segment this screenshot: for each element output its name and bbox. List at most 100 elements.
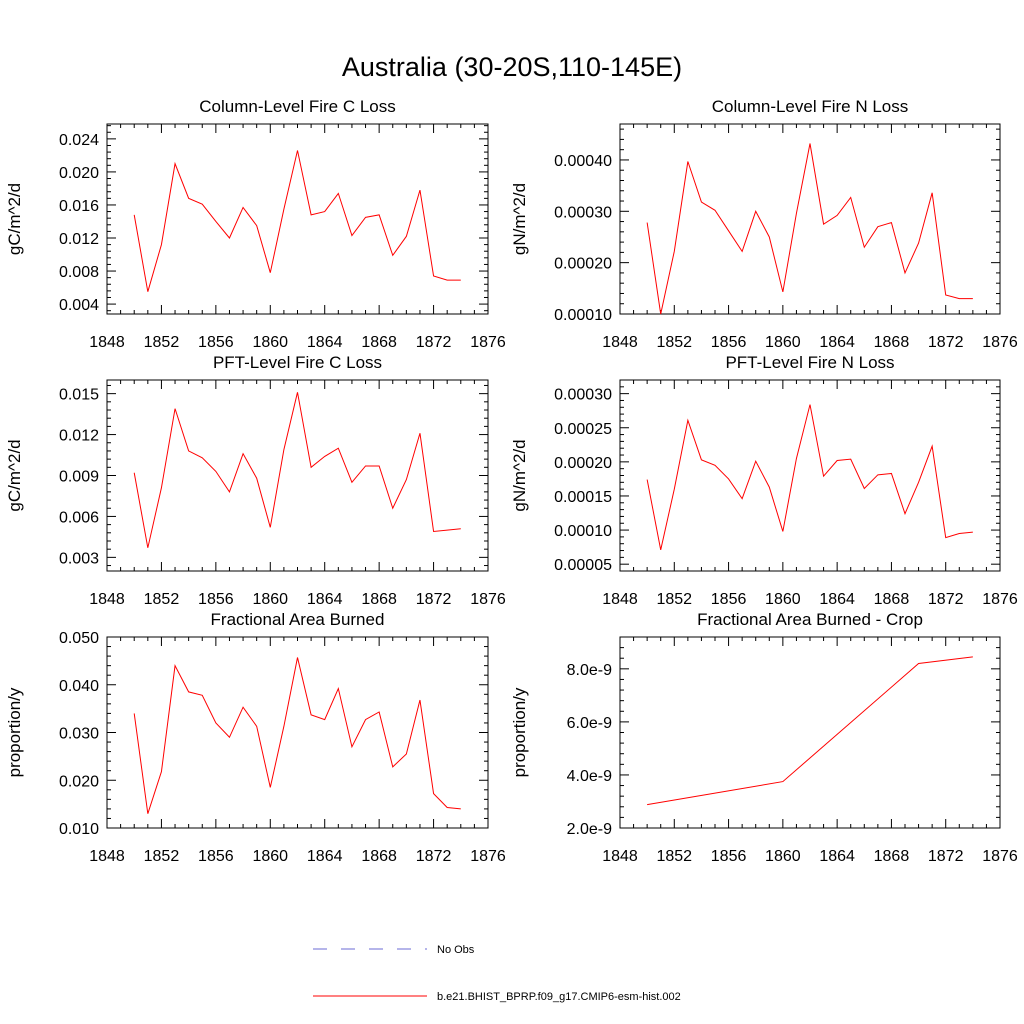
x-tick-label: 1868 [361,334,397,351]
y-tick-label: 0.00030 [554,387,612,404]
y-tick-label: 0.00010 [554,523,612,540]
y-tick-label: 0.015 [59,387,99,404]
series-line [133,392,461,548]
y-tick-label: 0.012 [59,231,99,248]
y-tick-label: 0.00010 [554,307,612,324]
y-axis-label: proportion/y [510,687,529,777]
y-tick-label: 0.00005 [554,557,612,574]
y-tick-label: 2.0e-9 [567,821,612,838]
plot-frame [619,123,1001,315]
x-tick-label: 1848 [602,334,638,351]
y-tick-label: 0.00015 [554,489,612,506]
series-line [646,404,973,550]
x-tick-label: 1852 [656,848,692,865]
x-tick-label: 1876 [470,591,506,608]
y-tick-label: 0.009 [59,469,99,486]
y-axis-label: gC/m^2/d [5,183,24,255]
x-tick-label: 1856 [198,591,234,608]
x-tick-label: 1876 [470,848,506,865]
x-tick-label: 1848 [602,591,638,608]
series-line [133,657,461,814]
x-tick-label: 1868 [361,591,397,608]
x-tick-label: 1864 [819,591,855,608]
y-tick-label: 0.010 [59,821,99,838]
panel-1: Column-Level Fire C Loss gC/m^2/d 1848 1852… [5,97,506,351]
series-line [647,656,973,806]
x-tick-label: 1860 [765,334,801,351]
x-tick-label: 1852 [144,848,180,865]
x-tick-label: 1856 [711,591,747,608]
y-tick-label: 0.012 [59,428,99,445]
panel-title: PFT-Level Fire C Loss [213,353,382,372]
panel-title: Column-Level Fire N Loss [712,97,909,116]
y-tick-label: 0.004 [59,297,99,314]
x-tick-label: 1848 [602,848,638,865]
y-tick-label: 0.00020 [554,256,612,273]
series-line [133,150,461,292]
y-tick-label: 8.0e-9 [567,662,612,679]
y-axis-label: gC/m^2/d [5,439,24,511]
plot-frame [106,636,489,829]
panel-6: Fractional Area Burned - Crop proportion/… [510,610,1018,865]
x-tick-label: 1864 [307,591,343,608]
x-tick-label: 1864 [819,334,855,351]
x-tick-label: 1856 [711,334,747,351]
x-tick-label: 1860 [765,848,801,865]
y-axis-label: gN/m^2/d [510,439,529,511]
y-tick-label: 0.006 [59,509,99,526]
x-tick-label: 1856 [198,334,234,351]
x-tick-label: 1856 [198,848,234,865]
x-tick-label: 1864 [307,848,343,865]
legend-no-obs-label: No Obs [437,944,475,956]
x-tick-label: 1864 [819,848,855,865]
x-tick-label: 1868 [874,591,910,608]
x-tick-label: 1872 [928,848,964,865]
panel-2: Column-Level Fire N Loss gN/m^2/d 1848 1852… [510,97,1018,351]
y-tick-label: 0.030 [59,726,99,743]
x-tick-label: 1852 [656,591,692,608]
x-tick-label: 1852 [144,334,180,351]
y-tick-label: 0.024 [59,132,99,149]
panel-title: Fractional Area Burned - Crop [697,610,923,629]
x-tick-label: 1864 [307,334,343,351]
y-tick-label: 0.00025 [554,421,612,438]
x-tick-label: 1848 [89,848,125,865]
y-tick-label: 6.0e-9 [567,715,612,732]
x-tick-label: 1876 [470,334,506,351]
x-tick-label: 1852 [656,334,692,351]
panel-title: PFT-Level Fire N Loss [725,353,894,372]
x-tick-label: 1860 [765,591,801,608]
y-axis-label: gN/m^2/d [510,183,529,255]
x-tick-label: 1872 [928,591,964,608]
panel-title: Fractional Area Burned [211,610,385,629]
figure-title: Australia (30-20S,110-145E) [342,52,682,82]
x-tick-label: 1852 [144,591,180,608]
y-tick-label: 0.020 [59,165,99,182]
y-tick-label: 0.008 [59,264,99,281]
x-tick-label: 1868 [874,334,910,351]
y-tick-label: 0.00020 [554,455,612,472]
x-tick-label: 1872 [416,848,452,865]
x-tick-label: 1868 [874,848,910,865]
x-tick-label: 1860 [252,334,288,351]
series-line [646,143,973,315]
panel-4: PFT-Level Fire N Loss gN/m^2/d 1848 1852 185… [510,353,1018,608]
x-tick-label: 1872 [416,591,452,608]
y-tick-label: 0.003 [59,550,99,567]
y-axis-label: proportion/y [5,687,24,777]
x-tick-label: 1848 [89,334,125,351]
y-tick-label: 0.00040 [554,153,612,170]
panel-title: Column-Level Fire C Loss [199,97,396,116]
x-tick-label: 1876 [982,848,1018,865]
x-tick-label: 1872 [416,334,452,351]
legend-model-label: b.e21.BHIST_BPRP.f09_g17.CMIP6-esm-hist.… [437,991,681,1003]
y-tick-label: 0.050 [59,630,99,647]
x-tick-label: 1876 [982,334,1018,351]
panels: Column-Level Fire C Loss gC/m^2/d 1848 1852… [5,97,1018,865]
x-tick-label: 1876 [982,591,1018,608]
y-tick-label: 0.016 [59,198,99,215]
y-tick-label: 0.00030 [554,204,612,221]
y-tick-label: 0.020 [59,773,99,790]
plot-frame [106,379,489,572]
